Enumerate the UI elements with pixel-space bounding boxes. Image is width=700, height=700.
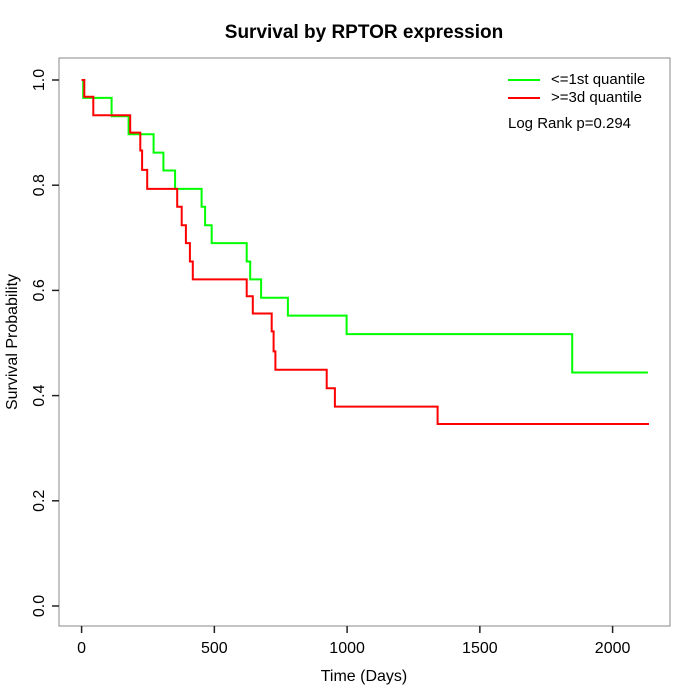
legend: <=1st quantile >=3d quantile bbox=[508, 71, 645, 107]
y-tick-label: 0.2 bbox=[31, 490, 48, 512]
x-tick-label: 2000 bbox=[595, 640, 631, 657]
x-tick-label: 500 bbox=[201, 640, 228, 657]
y-tick-label: 1.0 bbox=[31, 69, 48, 91]
legend-label-third-quantile: >=3d quantile bbox=[551, 89, 642, 106]
legend-line-swatch-red bbox=[508, 97, 540, 99]
x-tick-label: 0 bbox=[77, 640, 86, 657]
survival-curve-1 bbox=[81, 79, 649, 425]
x-tick-label: 1500 bbox=[462, 640, 498, 657]
legend-line-swatch-green bbox=[508, 79, 540, 81]
legend-row: >=3d quantile bbox=[508, 89, 645, 107]
y-axis-label: Survival Probability bbox=[4, 274, 21, 410]
y-tick-label: 0.0 bbox=[31, 595, 48, 617]
plot-box bbox=[58, 57, 671, 627]
chart-title: Survival by RPTOR expression bbox=[225, 22, 503, 43]
y-tick-label: 0.8 bbox=[31, 174, 48, 196]
x-axis-label: Time (Days) bbox=[321, 668, 408, 685]
survival-curve-0 bbox=[81, 79, 648, 374]
legend-row: <=1st quantile bbox=[508, 71, 645, 89]
log-rank-annotation: Log Rank p=0.294 bbox=[508, 115, 632, 132]
legend-label-first-quantile: <=1st quantile bbox=[551, 71, 646, 88]
y-tick-label: 0.4 bbox=[31, 384, 48, 406]
y-tick-label: 0.6 bbox=[31, 279, 48, 301]
plot-content: 0 500 1000 1500 2000 0.0 0.2 0.4 0.6 0.8 1.0 bbox=[31, 57, 671, 657]
x-tick-label: 1000 bbox=[329, 640, 365, 657]
